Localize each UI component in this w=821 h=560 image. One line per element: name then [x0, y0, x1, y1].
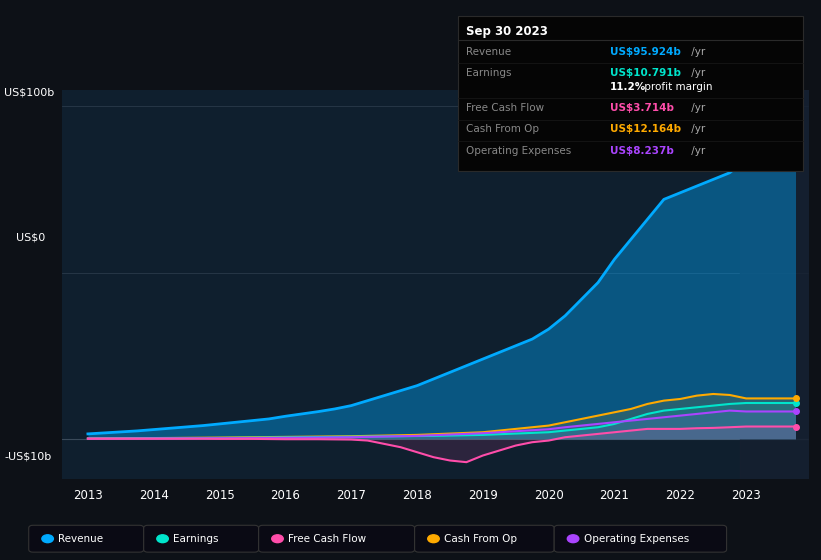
Text: Sep 30 2023: Sep 30 2023: [466, 25, 548, 38]
Text: US$100b: US$100b: [4, 87, 54, 97]
Text: US$8.237b: US$8.237b: [610, 146, 674, 156]
Text: Cash From Op: Cash From Op: [466, 124, 539, 134]
Text: US$95.924b: US$95.924b: [610, 46, 681, 57]
Text: US$3.714b: US$3.714b: [610, 103, 674, 113]
Text: /yr: /yr: [688, 46, 705, 57]
Text: Operating Expenses: Operating Expenses: [584, 534, 689, 544]
Text: Earnings: Earnings: [466, 68, 511, 78]
Text: US$12.164b: US$12.164b: [610, 124, 681, 134]
Text: Operating Expenses: Operating Expenses: [466, 146, 571, 156]
Text: Free Cash Flow: Free Cash Flow: [288, 534, 366, 544]
Text: Revenue: Revenue: [58, 534, 103, 544]
Text: 11.2%: 11.2%: [610, 82, 646, 92]
Bar: [740, 90, 809, 479]
Text: /yr: /yr: [688, 124, 705, 134]
Text: US$10.791b: US$10.791b: [610, 68, 681, 78]
Text: profit margin: profit margin: [641, 82, 713, 92]
Text: Cash From Op: Cash From Op: [444, 534, 517, 544]
Text: Revenue: Revenue: [466, 46, 511, 57]
Text: /yr: /yr: [688, 68, 705, 78]
Text: /yr: /yr: [688, 146, 705, 156]
Text: -US$10b: -US$10b: [4, 451, 52, 461]
Text: /yr: /yr: [688, 103, 705, 113]
Text: Free Cash Flow: Free Cash Flow: [466, 103, 544, 113]
Text: US$0: US$0: [16, 233, 46, 243]
Text: Earnings: Earnings: [173, 534, 218, 544]
